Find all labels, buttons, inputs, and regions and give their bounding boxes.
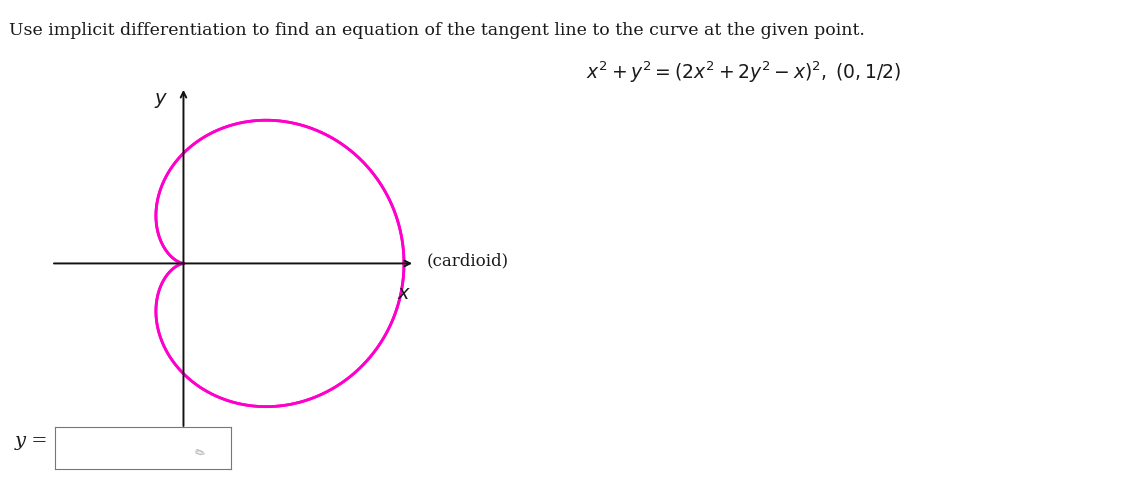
- Text: (cardioid): (cardioid): [426, 252, 508, 269]
- Text: $x$: $x$: [397, 286, 412, 304]
- Text: $y$: $y$: [153, 91, 168, 111]
- Text: $x^2 + y^2 = (2x^2 + 2y^2 - x)^2, \; (0, 1/2)$: $x^2 + y^2 = (2x^2 + 2y^2 - x)^2, \; (0,…: [586, 60, 902, 85]
- Text: Use implicit differentiation to find an equation of the tangent line to the curv: Use implicit differentiation to find an …: [9, 22, 865, 39]
- Text: y =: y =: [15, 433, 49, 450]
- Text: ✏: ✏: [192, 446, 206, 462]
